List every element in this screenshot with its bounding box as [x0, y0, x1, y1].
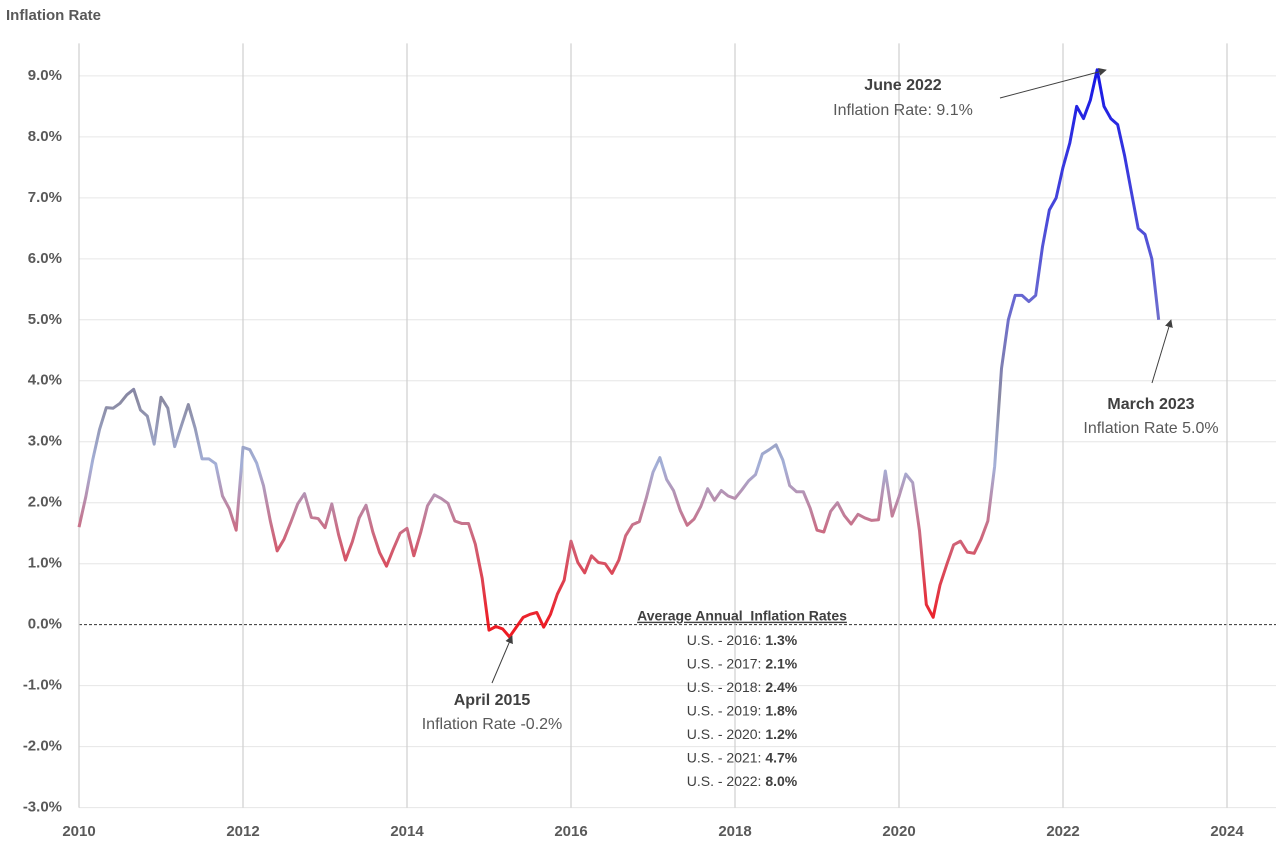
average-value: 8.0% [765, 773, 797, 789]
average-row: U.S. - 2022: 8.0% [687, 773, 798, 789]
x-tick-label: 2018 [718, 823, 751, 840]
average-value: 2.4% [765, 679, 797, 695]
average-label: U.S. - 2019: [687, 702, 762, 718]
average-label: U.S. - 2021: [687, 749, 762, 765]
annotation-text: Inflation Rate -0.2% [422, 716, 563, 733]
average-row: U.S. - 2017: 2.1% [687, 655, 798, 671]
average-value: 1.8% [765, 702, 797, 718]
x-tick-label: 2010 [62, 823, 95, 840]
x-tick-label: 2020 [882, 823, 915, 840]
y-tick-label: 9.0% [28, 67, 62, 84]
annotation-arrow [1151, 319, 1173, 384]
average-value: 2.1% [765, 655, 797, 671]
y-tick-label: 4.0% [28, 372, 62, 389]
annotation-title: June 2022 [864, 77, 941, 94]
y-tick-label: 2.0% [28, 494, 62, 511]
line [77, 68, 1161, 639]
x-tick-label: 2024 [1210, 823, 1244, 840]
average-label: U.S. - 2020: [687, 726, 762, 742]
y-tick-label: -3.0% [23, 799, 62, 816]
average-row: U.S. - 2021: 4.7% [687, 749, 798, 765]
y-tick-label: 8.0% [28, 128, 62, 145]
x-tick-label: 2014 [390, 823, 424, 840]
average-value: 1.3% [765, 632, 797, 648]
average-label: U.S. - 2022: [687, 773, 762, 789]
average-label: U.S. - 2018: [687, 679, 762, 695]
average-label: U.S. - 2017: [687, 655, 762, 671]
annotation-text: Inflation Rate 5.0% [1083, 420, 1218, 437]
annotation-text: Inflation Rate: 9.1% [833, 102, 973, 119]
x-tick-label: 2022 [1046, 823, 1079, 840]
annotation-arrow [999, 67, 1107, 99]
y-tick-label: 3.0% [28, 433, 62, 450]
y-tick-label: 6.0% [28, 250, 62, 267]
y-tick-label: 0.0% [28, 616, 62, 633]
average-row: U.S. - 2018: 2.4% [687, 679, 798, 695]
average-value: 4.7% [765, 749, 797, 765]
annotation-arrow [491, 635, 513, 684]
y-tick-label: 7.0% [28, 189, 62, 206]
x-tick-label: 2016 [554, 823, 587, 840]
y-tick-label: -1.0% [23, 677, 62, 694]
average-label: U.S. - 2016: [687, 632, 762, 648]
x-tick-label: 2012 [226, 823, 259, 840]
y-tick-label: 1.0% [28, 555, 62, 572]
average-row: U.S. - 2016: 1.3% [687, 632, 798, 648]
averages-title: Average Annual Inflation Rates [637, 608, 847, 624]
annotation-title: April 2015 [454, 692, 531, 709]
average-row: U.S. - 2020: 1.2% [687, 726, 798, 742]
y-axis-title: Inflation Rate [6, 7, 101, 24]
y-tick-label: -2.0% [23, 738, 62, 755]
average-row: U.S. - 2019: 1.8% [687, 702, 798, 718]
average-value: 1.2% [765, 726, 797, 742]
annotation-title: March 2023 [1107, 396, 1194, 413]
y-tick-label: 5.0% [28, 311, 62, 328]
